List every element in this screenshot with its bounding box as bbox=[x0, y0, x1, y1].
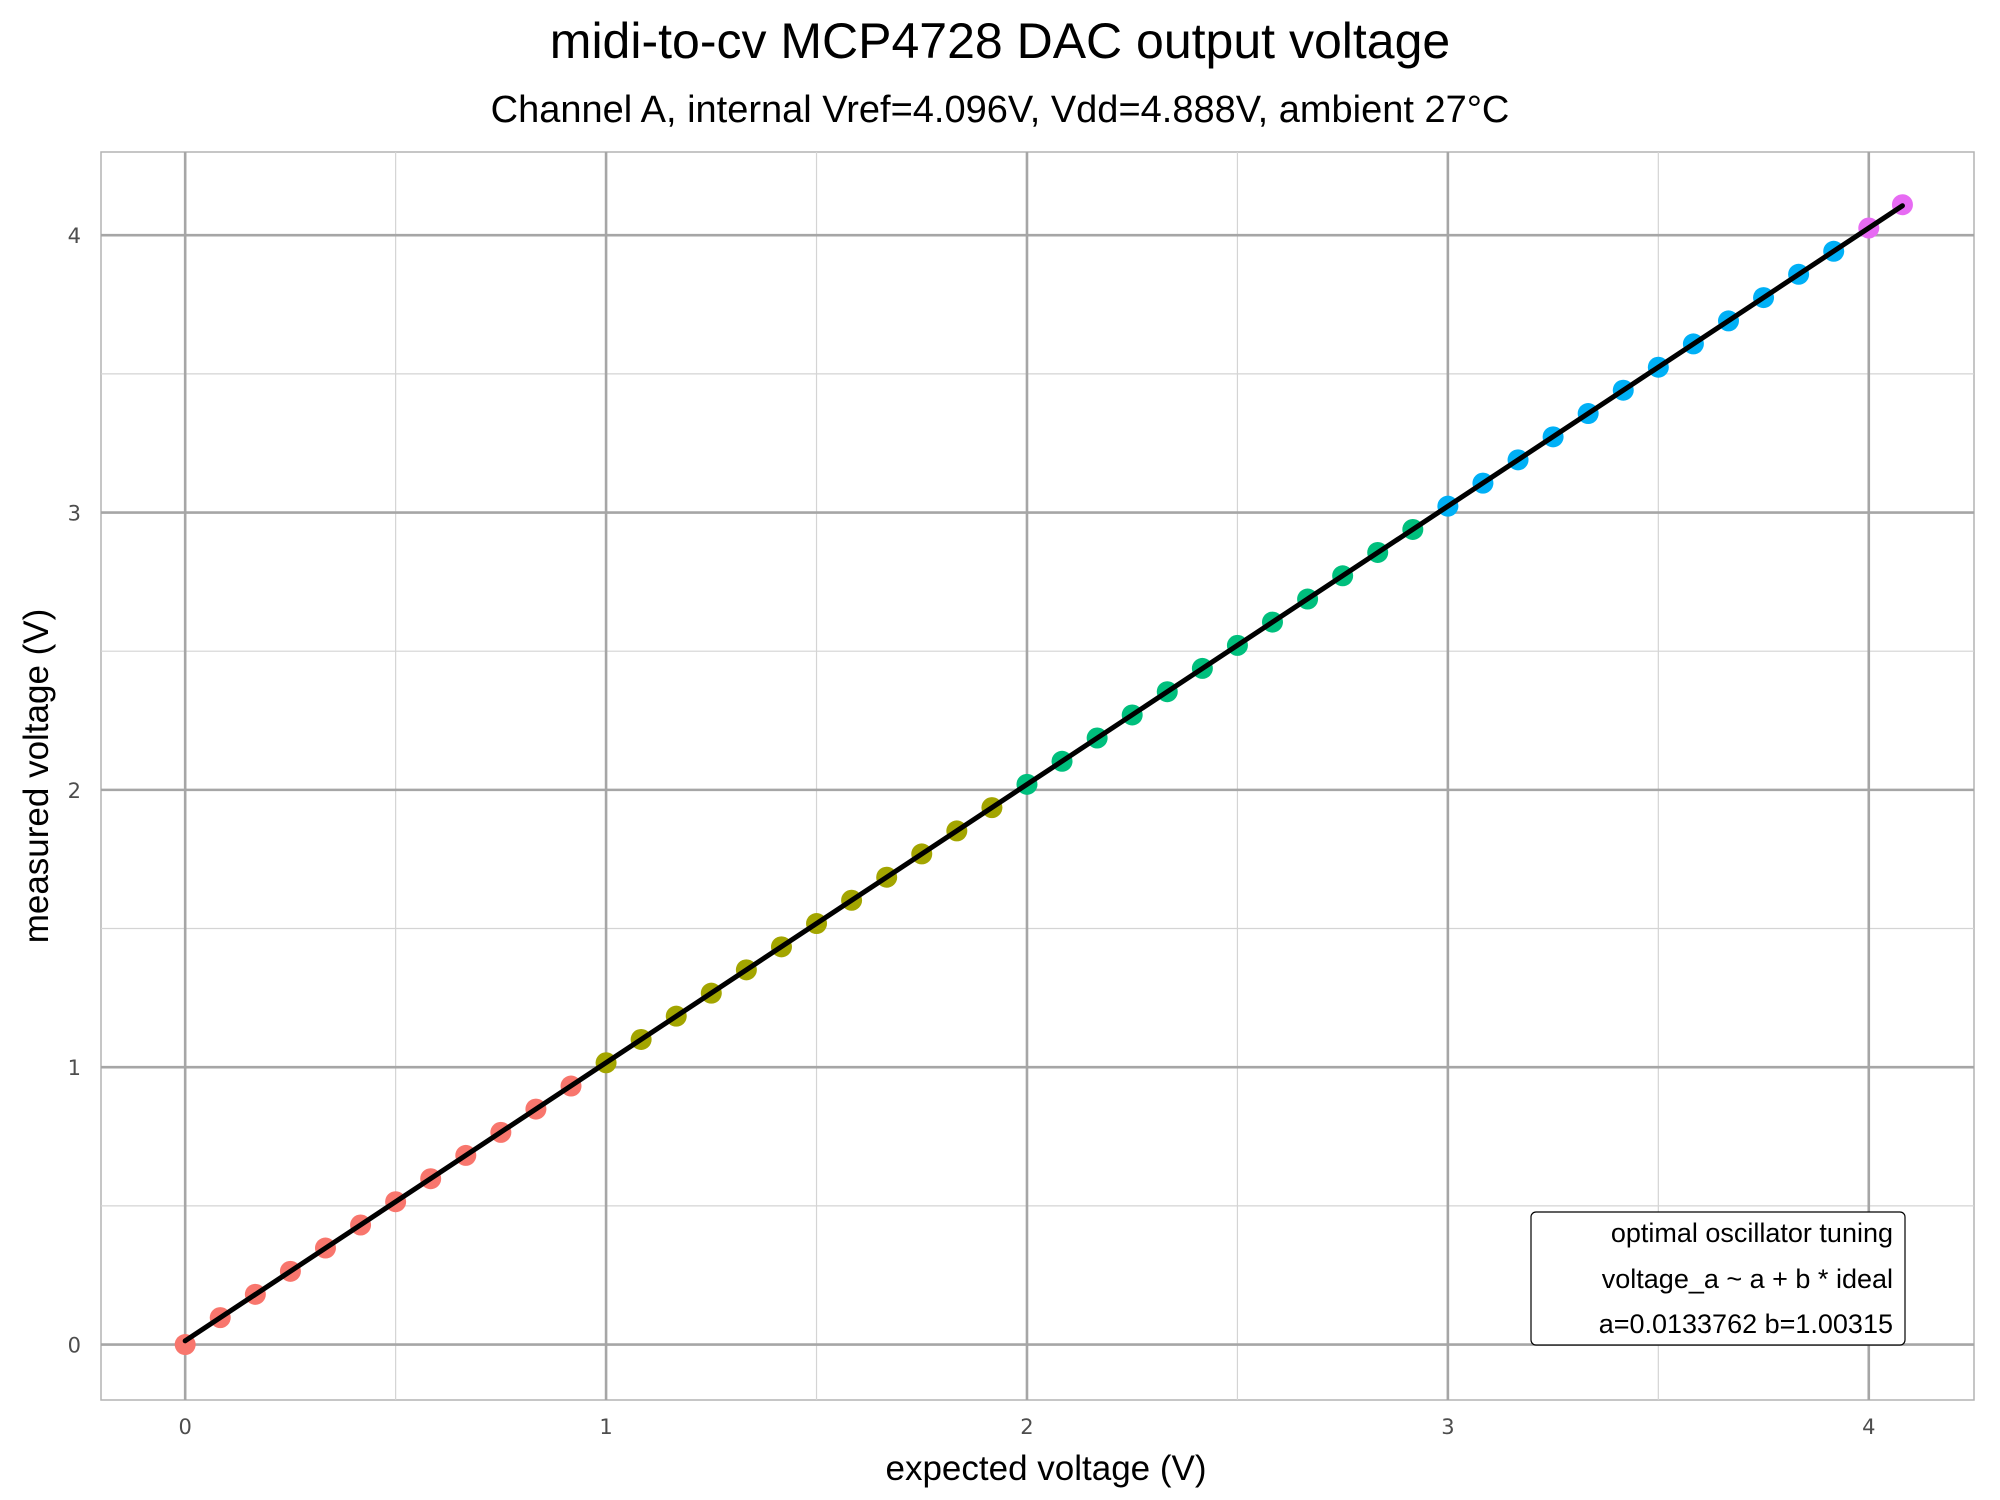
y-axis-title: measured voltage (V) bbox=[17, 609, 56, 944]
y-tick-label: 2 bbox=[68, 779, 81, 803]
fit-line-layer bbox=[182, 203, 1905, 1344]
y-tick-label: 3 bbox=[68, 502, 81, 526]
y-tick-label: 1 bbox=[68, 1056, 81, 1080]
annotation-line-1: optimal oscillator tuning bbox=[1611, 1218, 1893, 1248]
annotation-box: optimal oscillator tuning voltage_a ~ a … bbox=[1530, 1211, 1906, 1346]
chart-subtitle: Channel A, internal Vref=4.096V, Vdd=4.8… bbox=[491, 89, 1510, 131]
x-tick-label: 4 bbox=[1862, 1415, 1875, 1439]
x-tick-label: 0 bbox=[178, 1415, 191, 1439]
annotation-border bbox=[1530, 1211, 1906, 1346]
y-tick-label: 4 bbox=[68, 224, 81, 248]
x-axis-title: expected voltage (V) bbox=[885, 1449, 1206, 1488]
chart-title: midi-to-cv MCP4728 DAC output voltage bbox=[550, 13, 1450, 69]
annotation-line-2: voltage_a ~ a + b * ideal bbox=[1602, 1264, 1893, 1294]
annotation-line-3: a=0.0133762 b=1.00315 bbox=[1599, 1309, 1893, 1339]
y-tick-label: 0 bbox=[68, 1334, 81, 1358]
x-tick-label: 2 bbox=[1020, 1415, 1033, 1439]
x-tick-label: 3 bbox=[1441, 1415, 1454, 1439]
x-tick-label: 1 bbox=[599, 1415, 612, 1439]
y-axis-ticks: 0 1 2 3 4 bbox=[68, 224, 81, 1357]
x-axis-ticks: 0 1 2 3 4 bbox=[178, 1415, 1875, 1439]
fit-line bbox=[182, 203, 1905, 1344]
